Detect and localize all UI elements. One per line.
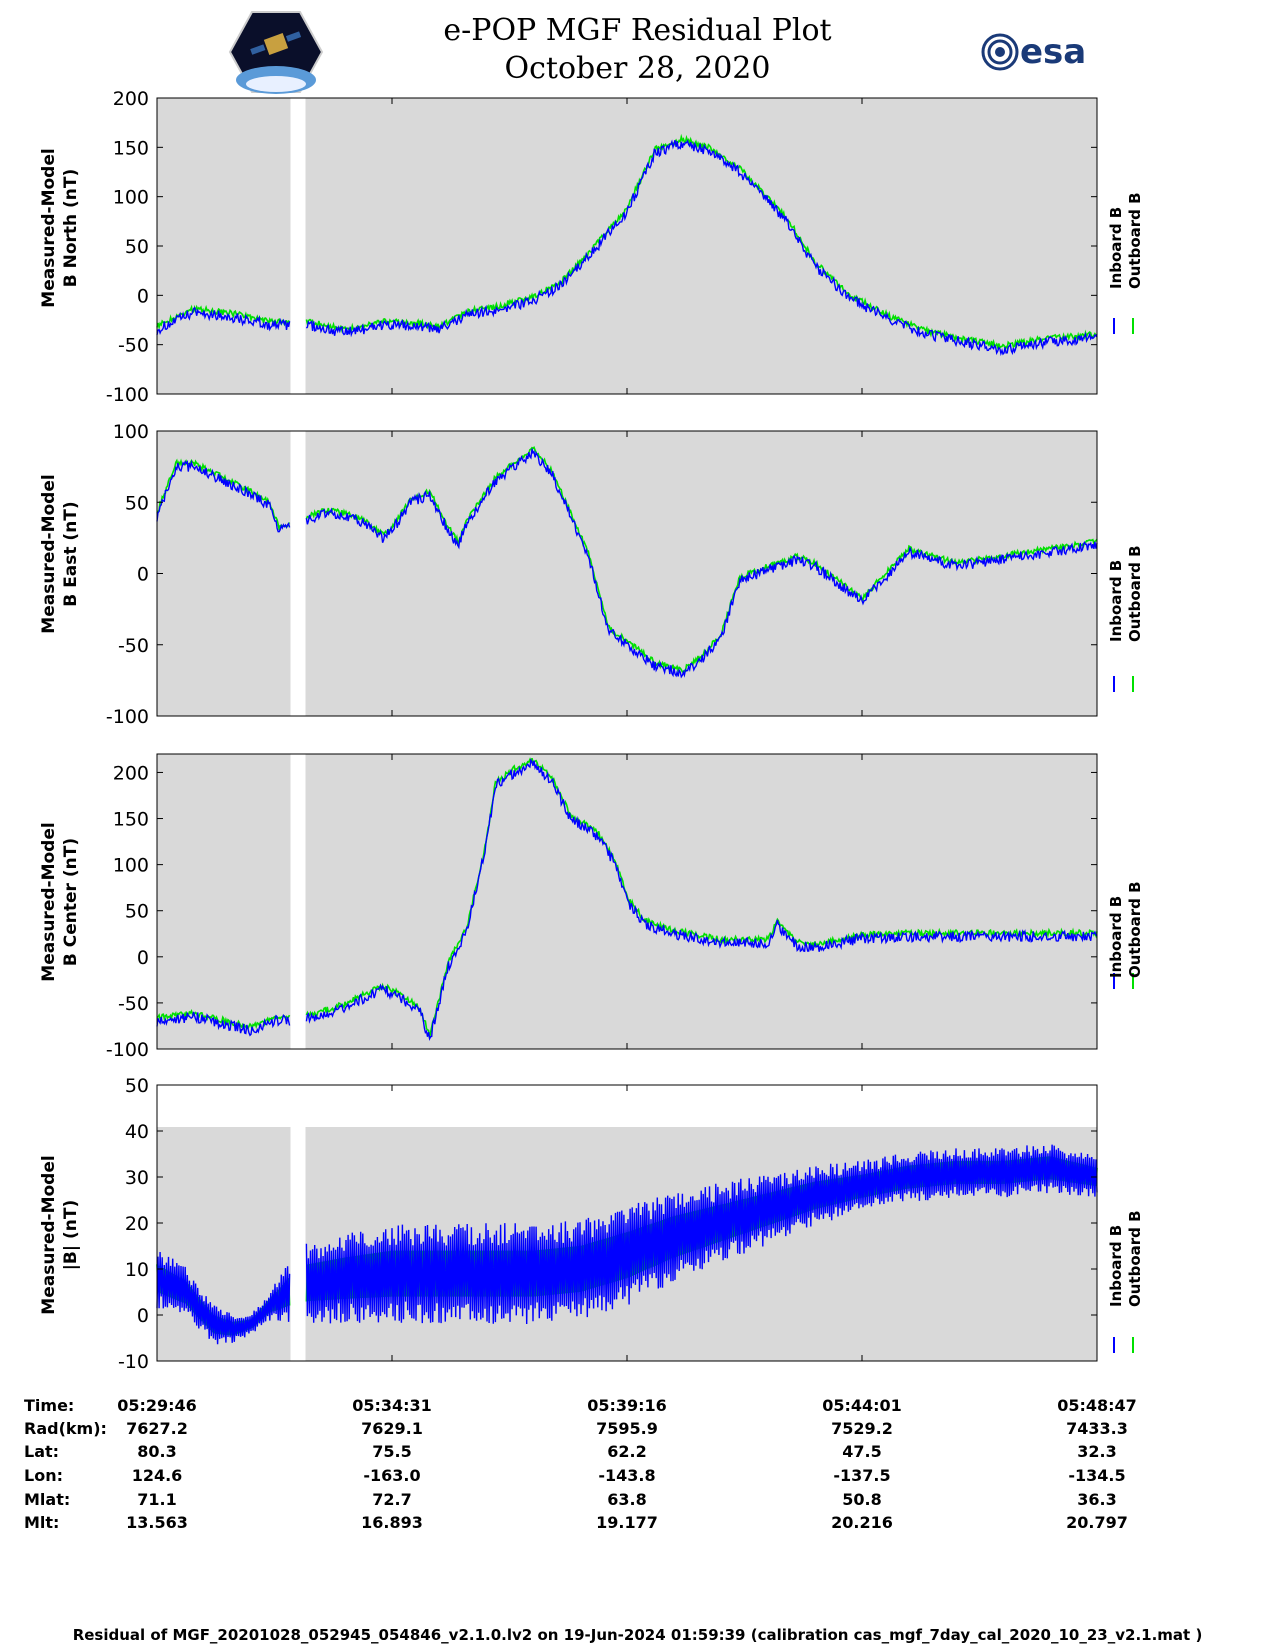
y-tick-label: -50 [118, 635, 149, 657]
plot-date: October 28, 2020 [504, 51, 771, 86]
legend-panel4: Inboard B Outboard B [1107, 1187, 1145, 1307]
y-tick-label: 200 [113, 88, 149, 110]
inboard-trace [156, 139, 1098, 357]
panel-background [157, 98, 1097, 394]
y-tick-label: -50 [118, 993, 149, 1015]
plot-title: e-POP MGF Residual Plot [443, 13, 832, 48]
time-row-value: 05:29:46 [117, 1396, 197, 1415]
time-row-label: Mlat: [24, 1490, 71, 1509]
y-tick-label: 0 [137, 564, 149, 586]
time-row-value: 7529.2 [831, 1419, 893, 1438]
time-row-value: 50.8 [842, 1490, 882, 1509]
esa-emblem-icon [981, 33, 1019, 71]
time-row-value: 19.177 [596, 1513, 658, 1532]
y-tick-label: 50 [125, 236, 149, 258]
y-tick-label: 100 [113, 855, 149, 877]
y-tick-label: 150 [113, 809, 149, 831]
y-tick-label: 200 [113, 762, 149, 784]
time-row-value: 32.3 [1077, 1442, 1117, 1461]
data-gap [290, 754, 306, 1049]
data-gap [290, 98, 306, 394]
legend-outboard: Outboard B [1126, 881, 1144, 978]
time-row-value: 7629.1 [361, 1419, 423, 1438]
time-row-value: 20.797 [1066, 1513, 1128, 1532]
ylabel-b-north: Measured-Model B North (nT) [39, 148, 81, 308]
y-tick-label: 50 [125, 492, 149, 514]
time-row-label: Mlt: [24, 1513, 60, 1532]
ylabel-b-center: Measured-Model B Center (nT) [39, 822, 81, 982]
time-row-value: 71.1 [137, 1490, 177, 1509]
time-row-value: 05:44:01 [822, 1396, 902, 1415]
inboard-trace [156, 1144, 1098, 1345]
y-tick-label: 40 [125, 1121, 149, 1143]
legend-panel3: Inboard B Outboard B [1107, 858, 1145, 978]
legend-panel1: Inboard B Outboard B [1107, 169, 1145, 289]
data-gap [290, 1127, 306, 1361]
time-row-value: 62.2 [607, 1442, 647, 1461]
time-row-value: 47.5 [842, 1442, 882, 1461]
data-gap [290, 431, 306, 716]
ylabel-b-magnitude: Measured-Model |B| (nT) [39, 1155, 81, 1315]
time-row-value: -134.5 [1068, 1466, 1126, 1485]
legend-inboard: Inboard B [1107, 559, 1125, 642]
legend-outboard: Outboard B [1126, 545, 1144, 642]
esa-logo: esa [980, 30, 1100, 76]
time-row-value: -143.8 [598, 1466, 656, 1485]
time-row-value: 7595.9 [596, 1419, 658, 1438]
time-row-value: 20.216 [831, 1513, 893, 1532]
time-row-value: 72.7 [372, 1490, 412, 1509]
y-tick-label: 20 [125, 1213, 149, 1235]
ylabel-b-east: Measured-Model B East (nT) [39, 474, 81, 634]
time-row-value: 36.3 [1077, 1490, 1117, 1509]
legend-outboard: Outboard B [1126, 1210, 1144, 1307]
time-row-label: Lat: [24, 1442, 60, 1461]
y-tick-label: 50 [125, 901, 149, 923]
y-tick-label: -100 [106, 706, 149, 728]
y-tick-label: -50 [118, 335, 149, 357]
legend-panel2: Inboard B Outboard B [1107, 522, 1145, 642]
time-row-value: 05:39:16 [587, 1396, 667, 1415]
panel-background [157, 754, 1097, 1049]
time-row-value: 05:34:31 [352, 1396, 432, 1415]
y-tick-label: 50 [125, 1075, 149, 1097]
time-row-value: 124.6 [131, 1466, 183, 1485]
legend-outboard: Outboard B [1126, 192, 1144, 289]
y-tick-label: 10 [125, 1259, 149, 1281]
time-row-label: Lon: [24, 1466, 63, 1485]
time-row-value: 75.5 [372, 1442, 412, 1461]
y-tick-label: 0 [137, 947, 149, 969]
time-row-value: -163.0 [363, 1466, 421, 1485]
legend-inboard: Inboard B [1107, 1224, 1125, 1307]
time-row-value: 05:48:47 [1057, 1396, 1137, 1415]
time-row-value: 7627.2 [126, 1419, 188, 1438]
legend-inboard: Inboard B [1107, 895, 1125, 978]
esa-logo-text: esa [1020, 32, 1087, 72]
time-row-value: -137.5 [833, 1466, 891, 1485]
footer-caption: Residual of MGF_20201028_052945_054846_v… [72, 1626, 1203, 1644]
time-row-value: 16.893 [361, 1513, 423, 1532]
y-tick-label: -100 [106, 384, 149, 406]
time-row-value: 13.563 [126, 1513, 188, 1532]
time-row-value: 80.3 [137, 1442, 177, 1461]
time-row-label: Rad(km): [24, 1419, 107, 1438]
y-tick-label: 100 [113, 187, 149, 209]
time-row-label: Time: [24, 1396, 75, 1415]
y-tick-label: -100 [106, 1039, 149, 1061]
y-tick-label: 100 [113, 421, 149, 443]
cassiope-logo-icon [228, 11, 324, 94]
y-tick-label: 150 [113, 137, 149, 159]
y-tick-label: 0 [137, 285, 149, 307]
y-tick-label: -10 [118, 1351, 149, 1373]
inboard-trace [156, 448, 1098, 679]
legend-inboard: Inboard B [1107, 206, 1125, 289]
time-row-value: 7433.3 [1066, 1419, 1128, 1438]
y-tick-label: 30 [125, 1167, 149, 1189]
panel-background [157, 431, 1097, 716]
time-row-value: 63.8 [607, 1490, 647, 1509]
y-tick-label: 0 [137, 1305, 149, 1327]
inboard-trace [156, 758, 1098, 1041]
